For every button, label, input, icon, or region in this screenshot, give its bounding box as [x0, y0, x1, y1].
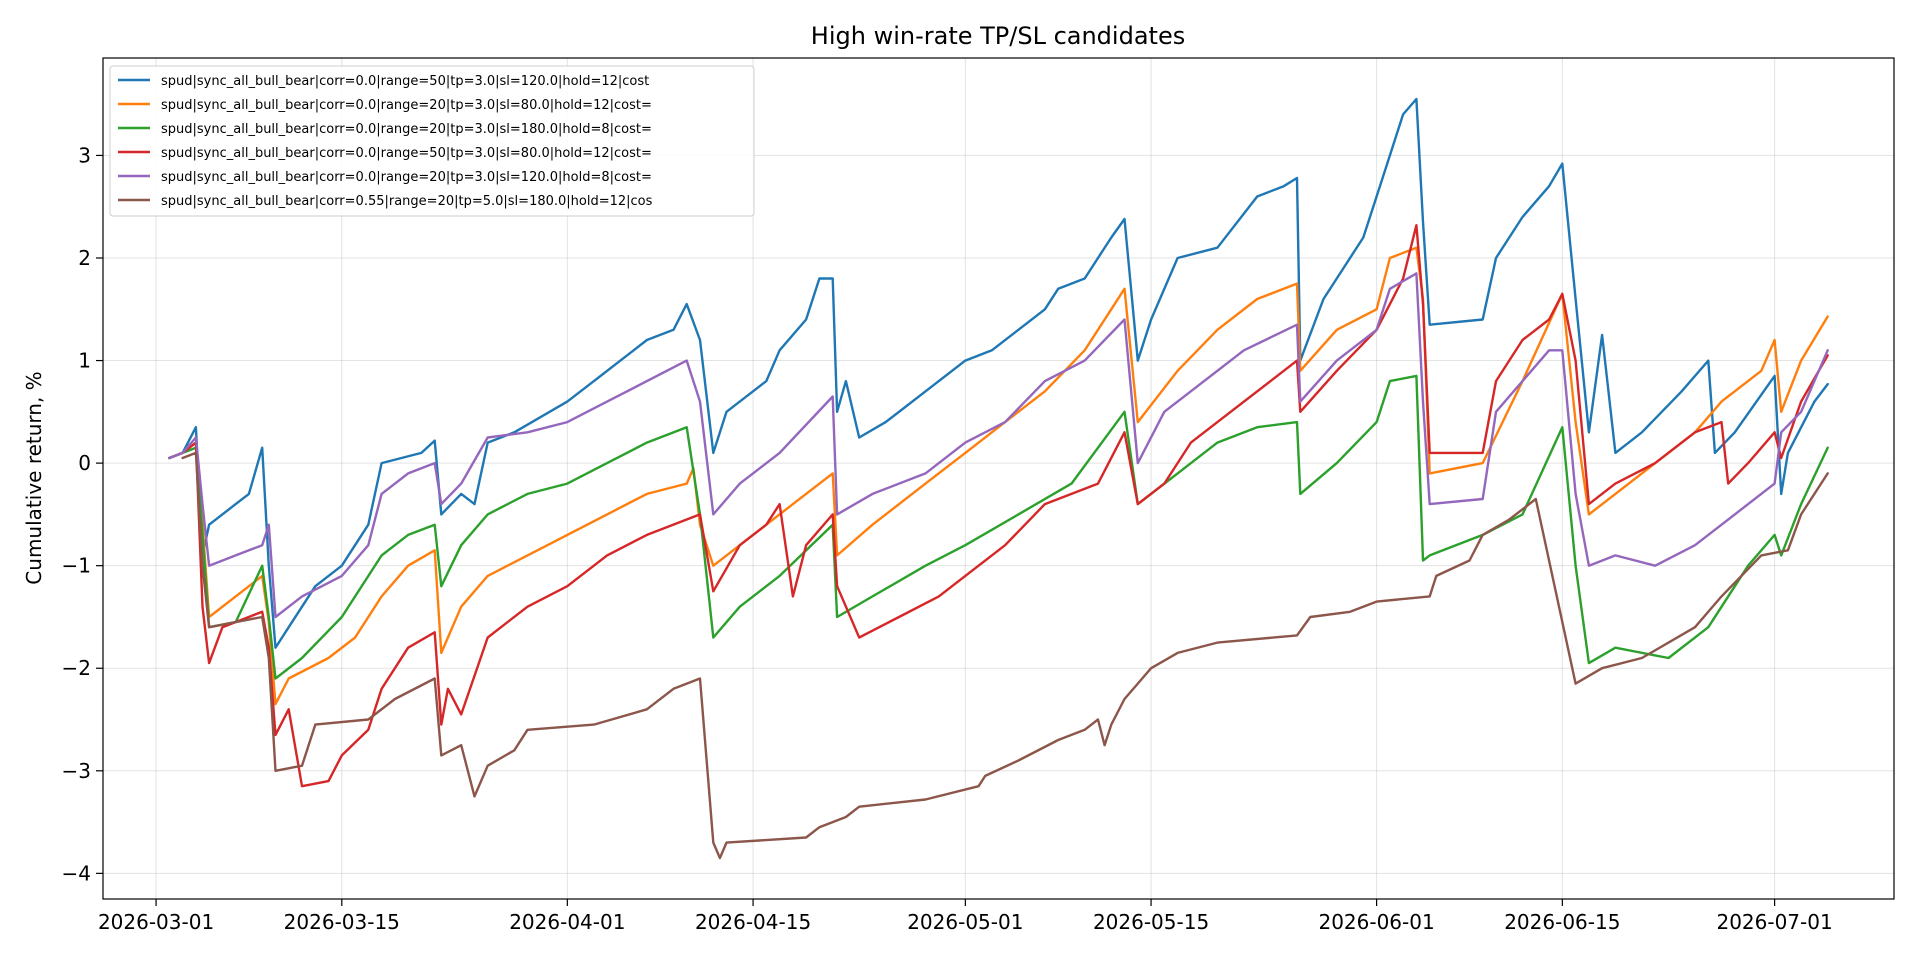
x-tick-label: 2026-04-15 — [695, 910, 811, 934]
legend-box — [109, 65, 755, 217]
x-tick-label: 2026-06-01 — [1318, 910, 1434, 934]
legend-entry-label: spud|sync_all_bull_bear|corr=0.0|range=5… — [161, 146, 652, 161]
chart-title: High win-rate TP/SL candidates — [811, 22, 1185, 50]
x-tick-label: 2026-04-01 — [509, 910, 625, 934]
x-tick-label: 2026-06-15 — [1504, 910, 1620, 934]
axes-frame — [102, 57, 1895, 900]
legend-entry-label: spud|sync_all_bull_bear|corr=0.0|range=5… — [161, 74, 649, 89]
legend-entry-label: spud|sync_all_bull_bear|corr=0.0|range=2… — [161, 98, 652, 113]
y-tick-label: −4 — [62, 861, 91, 885]
x-tick-label: 2026-05-15 — [1093, 910, 1209, 934]
series-line — [168, 223, 1829, 788]
series-line — [168, 272, 1829, 619]
y-tick-label: 1 — [78, 349, 91, 373]
y-tick-label: −3 — [62, 759, 91, 783]
x-tick-label: 2026-07-01 — [1716, 910, 1832, 934]
series-line — [168, 97, 1829, 649]
y-tick-label: −2 — [62, 656, 91, 680]
legend-entry-label: spud|sync_all_bull_bear|corr=0.0|range=2… — [161, 122, 652, 137]
y-tick-label: 0 — [78, 451, 91, 475]
y-tick-label: −1 — [62, 554, 91, 578]
x-tick-label: 2026-03-01 — [98, 910, 214, 934]
legend-entry-label: spud|sync_all_bull_bear|corr=0.55|range=… — [161, 194, 653, 209]
legend: spud|sync_all_bull_bear|corr=0.0|range=5… — [109, 65, 755, 217]
y-tick-label: 2 — [78, 246, 91, 270]
series-line — [168, 374, 1829, 680]
tick-layer: 2026-03-01 2026-03-15 2026-04-01 2026-04-15… — [62, 143, 1833, 934]
y-tick-label: 3 — [78, 143, 91, 167]
x-tick-label: 2026-05-01 — [907, 910, 1023, 934]
series-line — [181, 451, 1829, 860]
legend-entry-label: spud|sync_all_bull_bear|corr=0.0|range=2… — [161, 170, 652, 185]
x-tick-label: 2026-03-15 — [284, 910, 400, 934]
series-line — [168, 246, 1829, 706]
series-layer — [168, 97, 1829, 860]
y-axis-label: Cumulative return, % — [22, 371, 46, 584]
